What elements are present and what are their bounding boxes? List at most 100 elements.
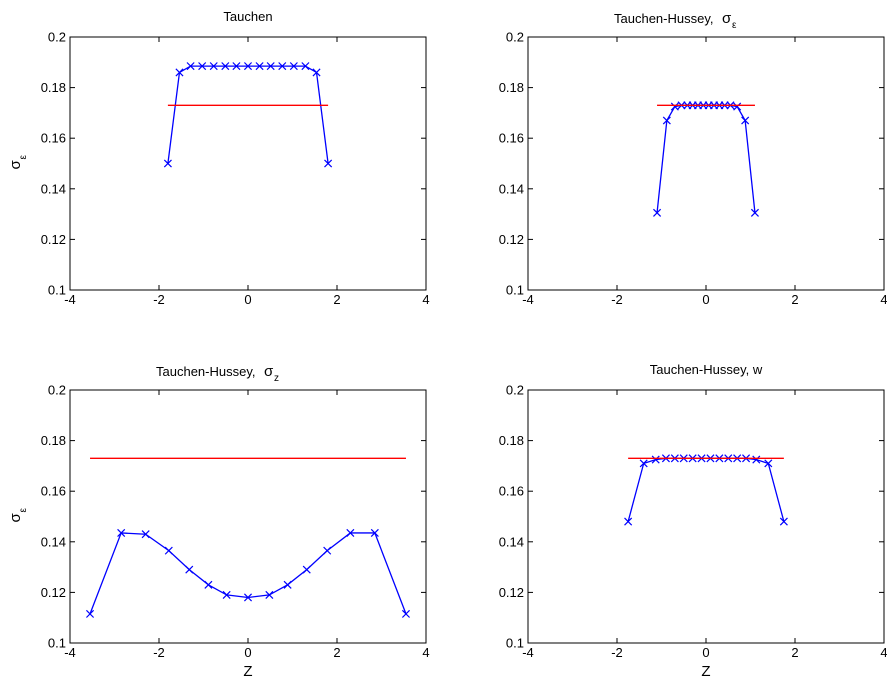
- chart-title-subscript: z: [274, 373, 279, 384]
- y-tick-label: 0.1: [48, 636, 66, 651]
- y-tick-label: 0.1: [506, 283, 524, 298]
- x-tick-label: -4: [64, 292, 76, 307]
- x-tick-label: 0: [244, 645, 251, 660]
- chart-title-symbol: σ: [722, 10, 732, 27]
- chart-title: Tauchen-Hussey, σ ε: [614, 10, 737, 31]
- data-point-marker: [255, 62, 264, 71]
- y-tick-label: 0.18: [499, 433, 524, 448]
- x-tick-label: 2: [791, 645, 798, 660]
- data-point-marker: [779, 517, 788, 526]
- data-point-marker: [186, 62, 195, 71]
- x-tick-label: -2: [611, 292, 623, 307]
- x-axis-label: Z: [701, 663, 710, 680]
- y-tick-label: 0.2: [48, 383, 66, 398]
- y-tick-label: 0.14: [499, 181, 524, 196]
- data-point-marker: [141, 530, 150, 539]
- x-tick-label: -2: [153, 645, 165, 660]
- data-point-marker: [346, 528, 355, 537]
- x-tick-label: 4: [422, 645, 429, 660]
- data-point-marker: [283, 580, 292, 589]
- data-point-marker: [243, 62, 253, 71]
- y-tick-label: 0.16: [499, 484, 524, 499]
- x-tick-label: 0: [702, 292, 709, 307]
- data-point-marker: [370, 528, 379, 537]
- data-point-marker: [266, 62, 275, 71]
- x-axis-label: Z: [243, 663, 252, 680]
- data-point-marker: [312, 68, 321, 77]
- data-point-marker: [624, 517, 633, 526]
- x-tick-label: -4: [64, 645, 76, 660]
- data-point-marker: [401, 609, 410, 618]
- data-point-marker: [221, 62, 230, 71]
- y-tick-label: 0.16: [499, 131, 524, 146]
- x-tick-label: 0: [702, 645, 709, 660]
- x-tick-label: 2: [333, 645, 340, 660]
- y-tick-label: 0.18: [499, 80, 524, 95]
- data-point-marker: [651, 455, 660, 464]
- data-point-marker: [163, 159, 172, 168]
- data-point-marker: [764, 459, 773, 468]
- y-tick-label: 0.12: [41, 585, 66, 600]
- data-point-marker: [670, 102, 679, 111]
- chart-panel-2: -4 -2 0 2 4 0.1 0.12 0.14 0.16 0.18 0.2 Tauchen-Hus…: [499, 10, 887, 307]
- data-point-marker: [278, 62, 287, 71]
- y-tick-label: 0.2: [506, 30, 524, 45]
- x-tick-label: 4: [880, 292, 887, 307]
- data-point-marker: [301, 62, 310, 71]
- data-point-marker: [323, 546, 332, 555]
- data-point-marker: [164, 546, 173, 555]
- x-tick-label: -2: [153, 292, 165, 307]
- y-tick-label: 0.12: [499, 585, 524, 600]
- data-point-marker: [204, 580, 213, 589]
- chart-title-text: Tauchen-Hussey,: [156, 364, 255, 379]
- x-tick-label: 4: [880, 645, 887, 660]
- y-axis-label-subscript: ε: [18, 508, 29, 513]
- x-tick-label: 0: [244, 292, 251, 307]
- y-tick-label: 0.16: [41, 131, 66, 146]
- data-point-marker: [117, 528, 126, 537]
- data-point-marker: [243, 593, 253, 602]
- y-axis-label: σε: [7, 508, 29, 523]
- x-tick-label: -2: [611, 645, 623, 660]
- x-tick-label: 2: [791, 292, 798, 307]
- data-point-marker: [289, 62, 298, 71]
- data-point-marker: [324, 159, 333, 168]
- y-tick-label: 0.18: [41, 80, 66, 95]
- data-point-marker: [662, 116, 671, 125]
- plot-area: [527, 36, 885, 291]
- data-point-marker: [733, 102, 742, 111]
- data-point-marker: [653, 208, 662, 217]
- x-tick-label: 4: [422, 292, 429, 307]
- data-point-marker: [175, 68, 184, 77]
- y-tick-label: 0.14: [41, 534, 66, 549]
- data-point-marker: [639, 459, 648, 468]
- data-point-marker: [232, 62, 241, 71]
- y-tick-label: 0.16: [41, 484, 66, 499]
- data-point-marker: [265, 590, 274, 599]
- y-tick-label: 0.2: [506, 383, 524, 398]
- x-tick-label: -4: [522, 292, 534, 307]
- data-point-marker: [198, 62, 207, 71]
- x-tick-label: -4: [522, 645, 534, 660]
- chart-title: Tauchen-Hussey, σ z: [156, 363, 279, 384]
- plot-area: [527, 389, 885, 644]
- y-tick-label: 0.14: [41, 181, 66, 196]
- data-point-marker: [185, 565, 194, 574]
- chart-panel-1: -4 -2 0 2 4 0.1 0.12 0.14 0.16 0.18 0.2 Tauchen σε: [7, 9, 430, 307]
- data-point-marker: [222, 590, 231, 599]
- y-axis-label: σε: [7, 155, 29, 170]
- y-axis-label-symbol: σ: [7, 513, 24, 523]
- chart-title: Tauchen-Hussey, w: [650, 362, 763, 377]
- y-axis-label-subscript: ε: [18, 155, 29, 160]
- chart-title: Tauchen: [223, 9, 272, 24]
- x-tick-label: 2: [333, 292, 340, 307]
- chart-title-subscript: ε: [732, 20, 737, 31]
- plot-area: [69, 389, 427, 644]
- y-tick-label: 0.1: [506, 636, 524, 651]
- y-tick-label: 0.2: [48, 30, 66, 45]
- data-point-marker: [209, 62, 218, 71]
- data-point-marker: [741, 116, 750, 125]
- y-tick-label: 0.14: [499, 534, 524, 549]
- data-point-marker: [752, 455, 761, 464]
